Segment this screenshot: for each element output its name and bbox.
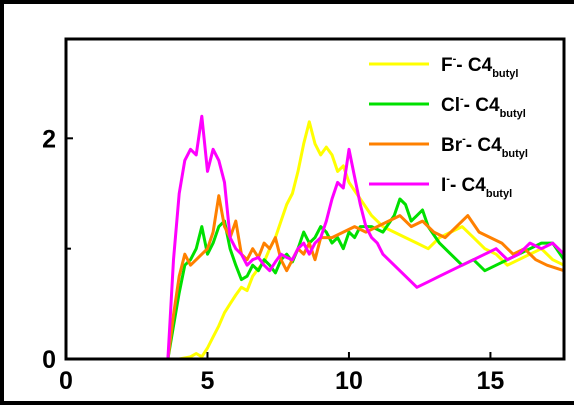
series-line-0 [64,120,566,361]
series-line-2 [64,194,566,361]
legend: F-- C4butyl Cl-- C4butyl Br-- C4butyl I-- C… [369,53,528,200]
x-tick-label: 0 [59,367,73,395]
legend-label-2: Br-- C4butyl [441,133,528,160]
x-tick-label: 10 [335,367,363,395]
series-layer [64,114,566,361]
legend-label-1: Cl-- C4butyl [441,93,526,120]
legend-label-3: I-- C4butyl [441,173,512,200]
x-tick-label: 5 [201,367,215,395]
y-tick-label: 2 [42,125,56,153]
x-tick-label: 15 [477,367,505,395]
legend-label-0: F-- C4butyl [441,53,518,80]
series-line-3 [64,114,566,361]
line-chart: 0 5 10 15 0 2 F-- C4butyl Cl-- C4butyl Br-- C4b… [42,37,566,395]
y-tick-label: 0 [42,346,56,374]
axis-layer: 0 5 10 15 0 2 [42,125,504,395]
plot-area-border [64,37,566,361]
series-line-1 [64,197,566,361]
